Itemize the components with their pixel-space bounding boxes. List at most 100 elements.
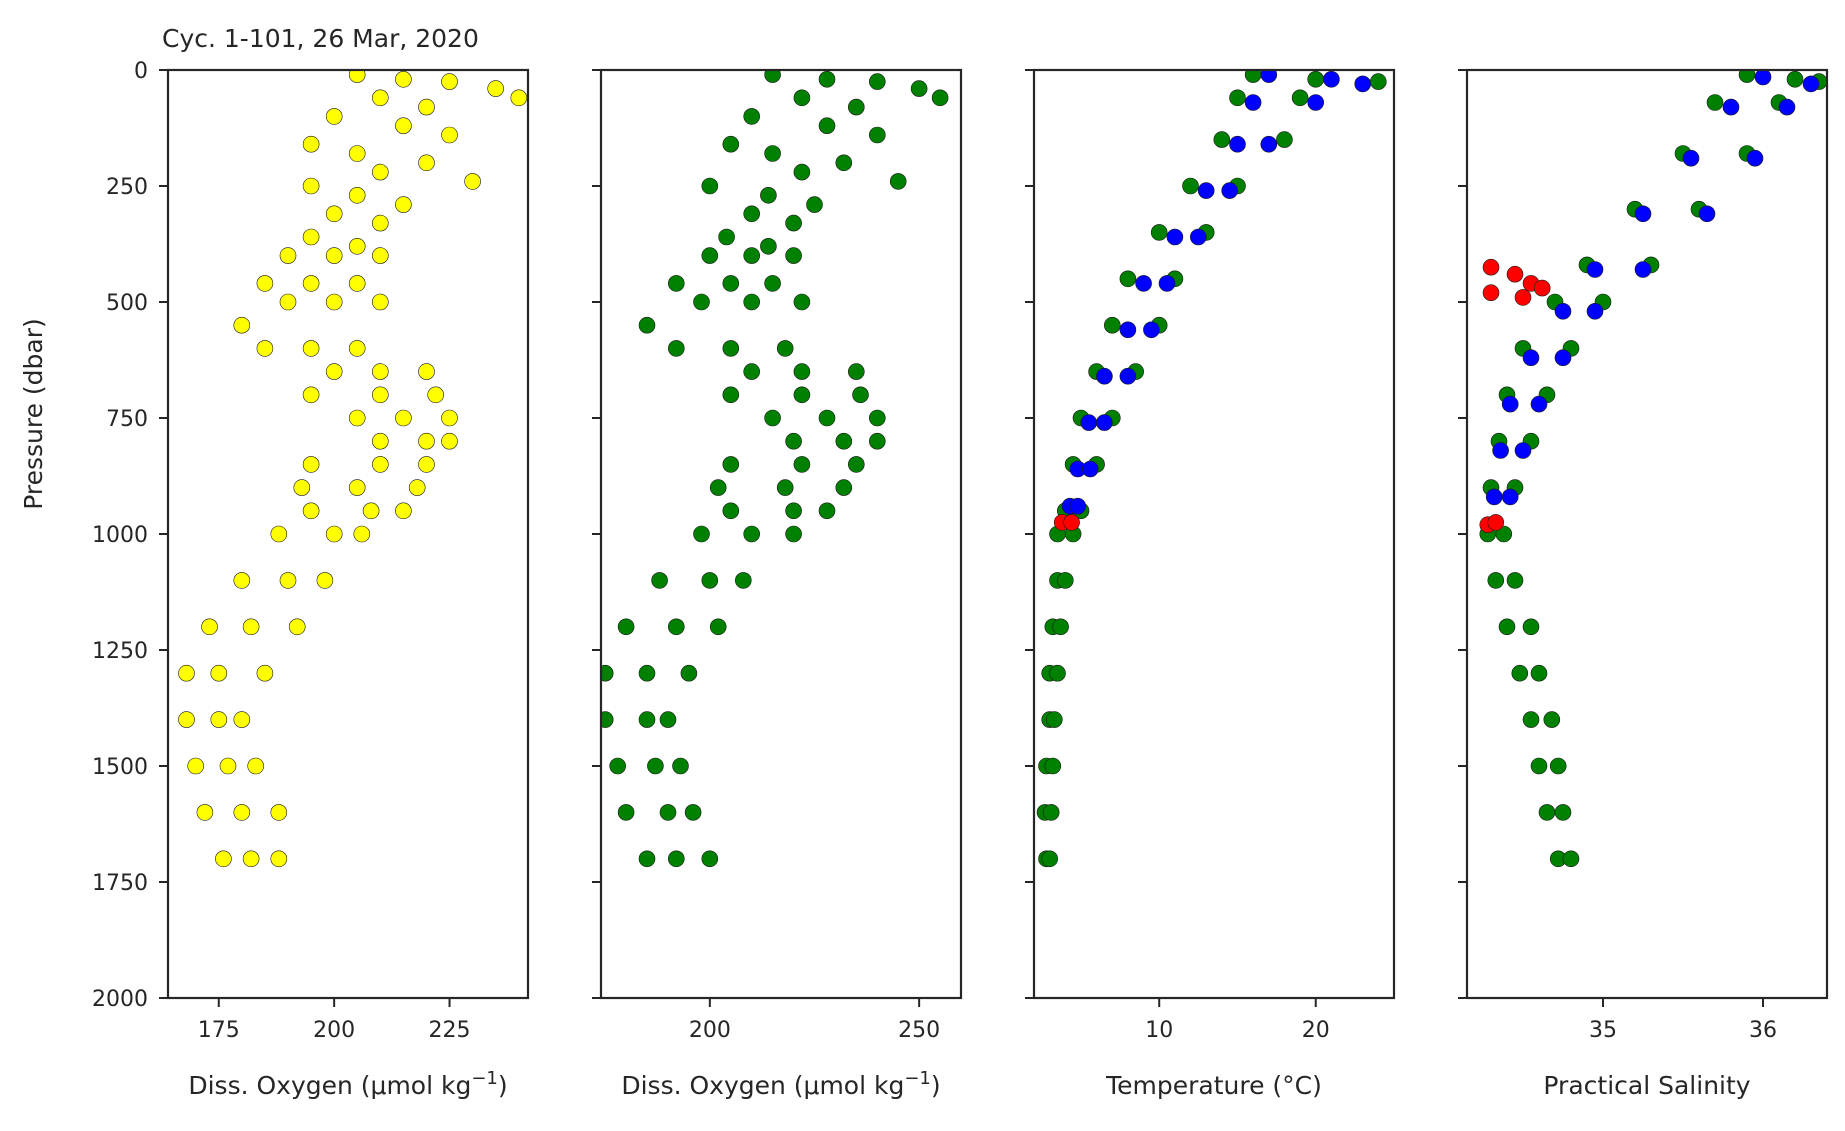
data-point xyxy=(806,196,823,213)
data-point xyxy=(1786,71,1804,88)
data-point xyxy=(835,479,853,496)
data-point xyxy=(395,409,412,427)
data-point xyxy=(1049,664,1066,682)
data-point xyxy=(395,71,412,88)
data-point xyxy=(371,363,389,380)
data-point xyxy=(441,409,458,427)
data-point xyxy=(441,126,458,144)
data-point xyxy=(1562,850,1580,868)
data-point xyxy=(776,340,794,357)
data-point xyxy=(889,173,907,190)
data-point xyxy=(1221,182,1238,199)
y-tick-label: 2000 xyxy=(92,987,148,1012)
data-point xyxy=(270,525,288,543)
data-point xyxy=(818,117,836,134)
figure-title: Cyc. 1-101, 26 Mar, 2020 xyxy=(162,24,479,53)
data-point xyxy=(1778,98,1796,116)
data-point xyxy=(371,247,389,264)
data-point xyxy=(693,293,710,311)
data-point xyxy=(1522,349,1540,367)
data-point xyxy=(1554,302,1572,320)
data-point xyxy=(1738,70,1756,83)
data-point xyxy=(1501,488,1519,506)
data-point xyxy=(178,711,195,728)
data-point xyxy=(868,126,886,144)
x-tick-label: 175 xyxy=(198,1018,240,1043)
data-point xyxy=(1307,71,1324,88)
data-point xyxy=(1511,664,1529,682)
data-point xyxy=(1052,618,1069,636)
y-axis-label: Pressure (dbar) xyxy=(19,318,48,510)
data-point xyxy=(785,247,802,264)
x-axis-label: Temperature (°C) xyxy=(1105,1071,1322,1100)
panel-3: 10 20 Temperature (°C) xyxy=(1025,68,1396,1100)
data-point xyxy=(256,275,274,292)
x-axis-label: Practical Salinity xyxy=(1543,1071,1750,1100)
data-point xyxy=(638,664,656,682)
data-point xyxy=(743,363,761,380)
data-point xyxy=(371,214,389,232)
panel-1: 0 250 500 750 1000 1250 1500 1750 2000 175 200 225 D… xyxy=(19,59,530,1100)
x-tick-label: 200 xyxy=(313,1018,355,1043)
data-point xyxy=(1119,367,1137,385)
data-point xyxy=(233,804,251,821)
data-point xyxy=(722,502,740,520)
x-tick-label: 250 xyxy=(898,1018,940,1043)
data-point xyxy=(1307,94,1324,111)
data-point xyxy=(270,850,288,868)
data-point xyxy=(201,618,218,636)
data-point xyxy=(395,117,412,134)
data-point xyxy=(325,205,343,223)
data-point xyxy=(1042,804,1060,821)
data-point xyxy=(847,456,865,473)
data-point xyxy=(734,572,752,589)
data-point xyxy=(1495,525,1513,543)
data-point xyxy=(818,502,836,520)
data-point xyxy=(270,804,288,821)
data-point xyxy=(348,70,366,83)
data-point xyxy=(362,502,380,520)
data-point xyxy=(609,757,627,775)
data-point xyxy=(1323,71,1340,88)
data-point xyxy=(1634,205,1652,223)
data-point xyxy=(1082,460,1099,478)
data-point xyxy=(1150,224,1168,241)
panel-4-markers xyxy=(1479,70,1827,868)
data-point xyxy=(1522,711,1540,728)
data-point xyxy=(835,154,853,172)
data-point xyxy=(348,479,366,496)
data-point xyxy=(847,363,865,380)
data-point xyxy=(302,228,320,246)
data-point xyxy=(722,386,740,404)
data-point xyxy=(1501,395,1519,413)
data-point xyxy=(785,214,802,232)
data-point xyxy=(868,432,886,450)
data-point xyxy=(868,73,886,90)
data-point xyxy=(302,502,320,520)
data-point xyxy=(601,664,614,682)
data-point xyxy=(215,850,232,868)
data-point xyxy=(1276,131,1293,148)
data-point xyxy=(247,757,264,775)
data-point xyxy=(1158,275,1176,292)
data-point xyxy=(743,205,761,223)
data-point xyxy=(210,711,228,728)
data-point xyxy=(325,108,343,125)
data-point xyxy=(1533,279,1551,297)
data-point xyxy=(722,135,740,153)
data-point xyxy=(1044,757,1062,775)
data-point xyxy=(1229,135,1246,153)
data-point xyxy=(1260,70,1278,83)
data-point xyxy=(722,456,740,473)
data-point xyxy=(667,340,685,357)
data-point xyxy=(1063,514,1080,531)
data-point xyxy=(1530,664,1548,682)
data-point xyxy=(785,432,802,450)
x-tick-label: 35 xyxy=(1589,1018,1617,1043)
data-point xyxy=(1166,228,1184,246)
panel-3-markers xyxy=(1036,70,1387,868)
data-point xyxy=(764,275,781,292)
data-point xyxy=(348,187,366,204)
data-point xyxy=(233,711,251,728)
